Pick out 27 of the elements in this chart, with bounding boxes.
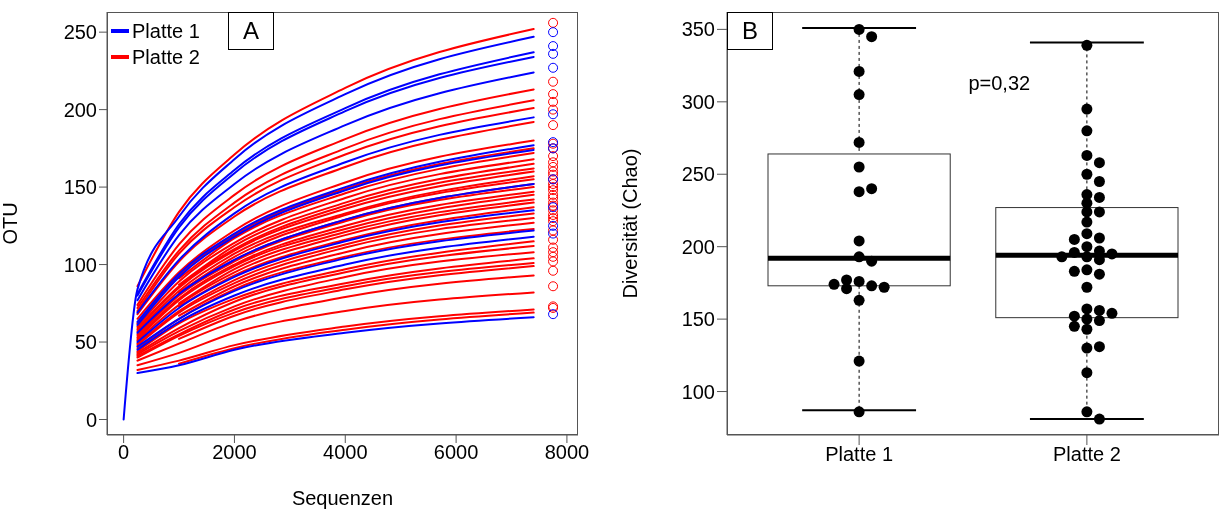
x-tick-label: 0 [118, 441, 130, 464]
legend-label: Platte 1 [132, 19, 200, 44]
y-tick-label: 150 [63, 176, 97, 199]
x-axis-title: Sequenzen [291, 487, 394, 509]
chart-title: B [727, 12, 774, 50]
y-tick-label: 0 [85, 408, 97, 431]
x-tick-label: Platte 2 [1052, 443, 1121, 466]
x-tick-label: 4000 [323, 441, 368, 464]
x-tick-label: Platte 1 [825, 443, 894, 466]
x-tick-label: 6000 [433, 441, 479, 464]
y-tick-label: 300 [681, 90, 715, 113]
y-tick-label: 350 [681, 18, 715, 41]
y-tick-label: 50 [74, 331, 97, 354]
y-axis-title: OTU [0, 202, 22, 245]
x-tick-label: 8000 [544, 441, 590, 464]
y-axis-title: Diversität (Chao) [619, 148, 642, 299]
y-tick-label: 200 [63, 98, 97, 121]
x-tick-label: 2000 [212, 441, 257, 464]
legend-label: Platte 2 [132, 45, 200, 70]
y-tick-label: 250 [63, 21, 97, 44]
y-tick-label: 150 [681, 308, 715, 331]
y-tick-label: 100 [63, 253, 97, 276]
y-tick-label: 250 [681, 163, 715, 186]
y-tick-label: 200 [681, 235, 715, 258]
chart-title: A [228, 12, 275, 50]
y-tick-label: 100 [681, 380, 715, 403]
annotation: p=0,32 [968, 72, 1031, 95]
